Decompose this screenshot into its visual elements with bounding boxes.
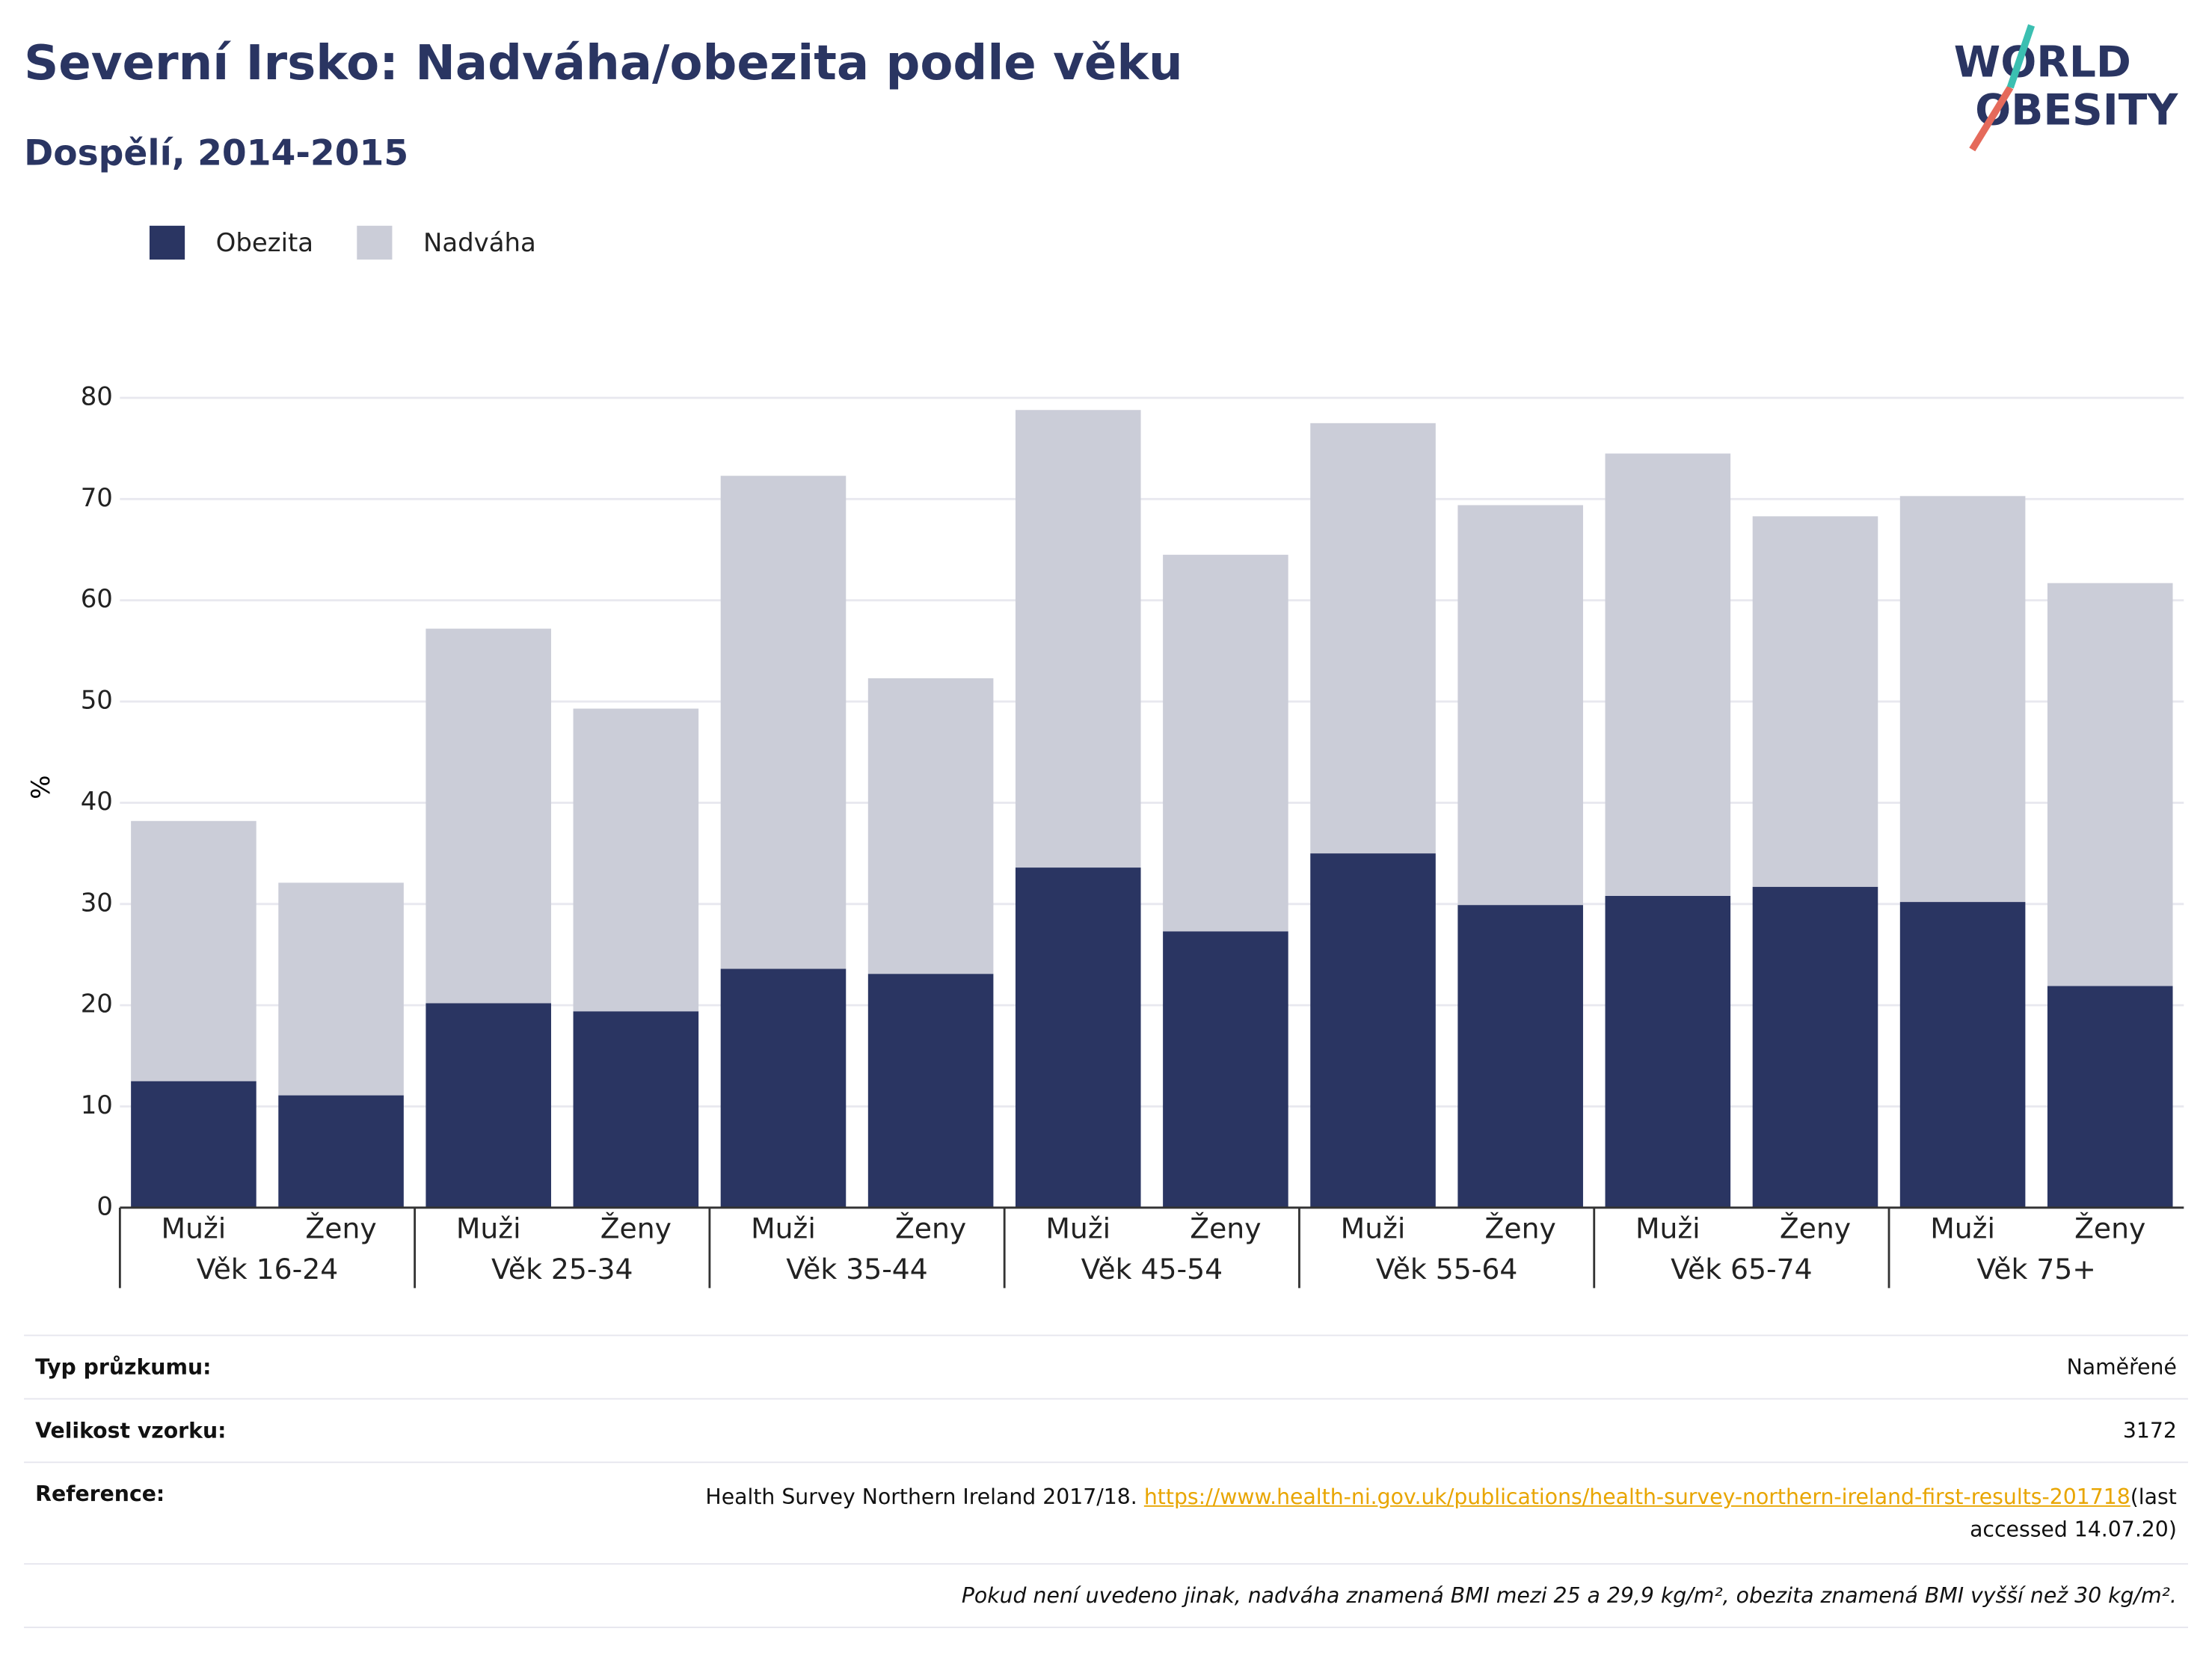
reference: Health Survey Northern Ireland 2017/18. … [611,1481,2177,1545]
x-tick-label: Muži [1341,1212,1406,1245]
row-label: Reference: [35,1481,165,1507]
bar-segment [1310,423,1436,854]
logo-line: WORLD [1954,37,2131,87]
footer: Typ průzkumu: Naměřené Velikost vzorku: 31… [24,1334,2188,1629]
group-label: Věk 25-34 [491,1253,633,1286]
bar-segment [1457,905,1583,1208]
row-label: Velikost vzorku: [35,1417,227,1443]
bar-segment [720,476,847,969]
y-tick-label: 40 [81,787,113,817]
bar-segment [1163,931,1288,1208]
x-tick-label: Ženy [1190,1212,1261,1245]
y-tick-label: 60 [81,584,113,614]
bar-segment [131,820,256,1081]
legend-swatch [357,225,393,260]
legend-label: Obezita [216,228,313,258]
y-tick-label: 50 [81,686,113,716]
bar-segment [867,974,994,1208]
bar-segment [1163,554,1288,932]
bar-segment [1310,853,1436,1208]
footer-row: Typ průzkumu: Naměřené [24,1334,2188,1398]
legend-swatch [149,225,185,260]
x-tick-label: Ženy [895,1212,966,1245]
bar-segment [278,1095,404,1208]
group-label: Věk 16-24 [197,1253,339,1286]
x-tick-label: Muži [1930,1212,1995,1245]
chart: Severní Irsko: Nadváha/obezita podle věk… [24,24,2184,1289]
x-tick-label: Ženy [1780,1212,1851,1245]
y-tick-label: 30 [81,888,113,918]
logo-slash [1969,85,2014,152]
group-label: Věk 65-74 [1671,1253,1813,1286]
row-value: Naměřené [2066,1354,2177,1380]
bar-segment [867,678,994,974]
bar-segment [1605,895,1731,1208]
bar-segment [573,1011,699,1208]
x-tick-label: Ženy [1485,1212,1556,1245]
x-tick-label: Muži [456,1212,521,1245]
logo-slash [2006,24,2036,89]
x-tick-label: Muži [162,1212,227,1245]
chart-title: Severní Irsko: Nadváha/obezita podle věk… [24,35,1183,91]
x-tick-label: Muži [1045,1212,1110,1245]
bar-segment [1015,868,1141,1208]
bar-segment [425,1003,551,1208]
x-tick-label: Muži [1635,1212,1701,1245]
reference-note: (last accessed 14.07.20) [1970,1484,2177,1542]
y-tick-label: 80 [81,381,113,411]
bar-segment [131,1081,256,1208]
chart-subtitle: Dospělí, 2014-2015 [24,133,408,174]
bar-segment [278,882,404,1096]
bar-segment [2047,986,2173,1208]
group-label: Věk 75+ [1976,1253,2096,1286]
bar-segment [573,708,699,1012]
group-label: Věk 35-44 [786,1253,928,1286]
y-tick-label: 10 [81,1090,113,1120]
bar-segment [1605,453,1731,896]
reference-link[interactable]: https://www.health-ni.gov.uk/publication… [1143,1484,2130,1510]
x-tick-label: Ženy [600,1212,672,1245]
bar-segment [1899,496,2026,903]
footer-note: Pokud není uvedeno jinak, nadváha znamen… [24,1563,2188,1629]
bar-segment [2047,583,2173,986]
reference-text: Health Survey Northern Ireland 2017/18. [705,1484,1137,1510]
bar-segment [1015,410,1141,868]
y-axis-label: % [26,776,56,799]
group-label: Věk 45-54 [1081,1253,1223,1286]
y-tick-label: 20 [81,989,113,1019]
note-text: Pokud není uvedeno jinak, nadváha znamen… [961,1582,2177,1609]
row-value: 3172 [2122,1417,2177,1443]
x-tick-label: Ženy [2074,1212,2145,1245]
legend-label: Nadváha [423,228,536,258]
bar-segment [425,628,551,1004]
bar-segment [1752,516,1878,887]
bar-segment [1457,505,1583,906]
y-tick-label: 0 [96,1191,113,1221]
row-label: Typ průzkumu: [35,1354,212,1380]
bar-segment [720,968,847,1208]
y-tick-label: 70 [81,483,113,513]
bar-segment [1752,886,1878,1208]
footer-row: Reference: Health Survey Northern Irelan… [24,1461,2188,1563]
x-tick-label: Muži [751,1212,816,1245]
x-tick-label: Ženy [305,1212,376,1245]
bar-segment [1899,902,2026,1208]
group-label: Věk 55-64 [1376,1253,1518,1286]
footer-row: Velikost vzorku: 3172 [24,1398,2188,1462]
